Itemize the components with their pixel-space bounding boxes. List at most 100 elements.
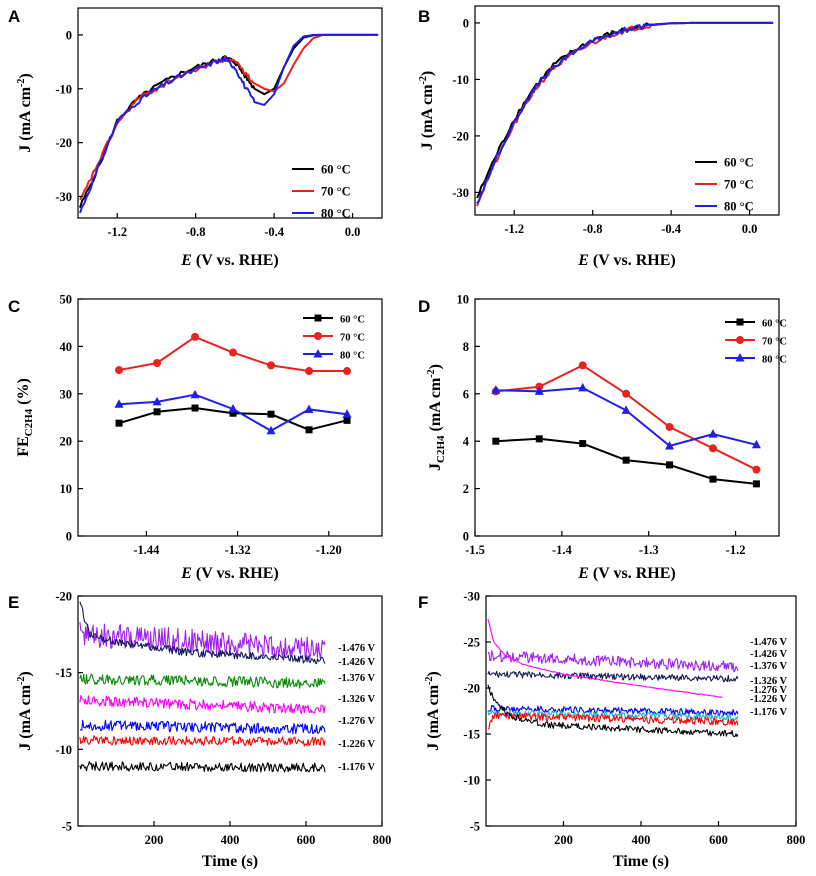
y-axis-label-close: )	[427, 364, 444, 369]
x-tick-label: -1.4	[552, 543, 573, 557]
data-point	[751, 439, 761, 449]
x-axis-label-symbol: E	[180, 565, 192, 582]
plot-frame	[77, 7, 383, 219]
series-line-2	[79, 33, 379, 214]
series-label: -1.376 V	[750, 661, 788, 672]
data-point	[578, 361, 587, 370]
y-axis-label-sup: -2	[16, 79, 27, 87]
y-axis-label-sup: -2	[426, 369, 437, 377]
y-axis-label-sup: -2	[424, 677, 435, 685]
series-line-6	[487, 684, 739, 738]
series-line-4	[79, 719, 326, 735]
y-tick-label: 6	[463, 387, 469, 401]
y-axis-label-unit: (mA cm	[425, 684, 442, 738]
y-tick-label: 10	[60, 482, 73, 496]
y-axis-label-unit: (mA cm	[427, 377, 444, 431]
y-axis-label: JC2H4 (mA cm-2)	[426, 364, 447, 471]
x-axis-label: E (V vs. RHE)	[577, 252, 676, 269]
series-line-0	[487, 650, 739, 673]
series-line-2	[476, 21, 774, 204]
series-line-2	[487, 619, 723, 698]
y-tick-label: -5	[62, 820, 72, 834]
x-tick-label: -1.32	[225, 543, 251, 557]
x-axis-label-unit: (V vs. RHE)	[192, 252, 279, 269]
x-tick-label: 600	[297, 833, 316, 847]
x-tick-label: -0.8	[186, 225, 206, 239]
y-tick-label: 8	[463, 340, 469, 354]
series-line-3	[487, 704, 739, 717]
series-label: -1.226 V	[338, 739, 376, 750]
y-axis-label-main: J	[17, 145, 34, 153]
data-point	[228, 403, 238, 413]
data-point	[115, 419, 123, 427]
x-tick-label: 200	[145, 833, 164, 847]
y-axis-label-unit: (mA cm	[419, 84, 436, 138]
x-axis-label: Time (s)	[613, 853, 669, 870]
x-tick-label: -1.5	[465, 543, 485, 557]
y-tick-label: 0	[66, 530, 72, 544]
series-line-1	[79, 33, 379, 201]
y-tick-label: -20	[55, 136, 72, 150]
series-line-5	[487, 711, 739, 730]
x-axis-label-symbol: E	[577, 252, 589, 269]
data-point	[229, 409, 237, 417]
y-tick-label: 2	[463, 482, 469, 496]
panel-letter: C	[8, 297, 20, 316]
x-tick-label: 600	[709, 833, 728, 847]
y-axis-label: J (mA cm-2)	[418, 71, 436, 150]
x-axis-label: E (V vs. RHE)	[180, 565, 279, 582]
data-point	[267, 361, 276, 370]
series-line-1	[495, 364, 757, 471]
series-label: -1.176 V	[750, 707, 788, 718]
data-point	[752, 465, 761, 474]
series-label: -1.226 V	[750, 694, 788, 705]
x-tick-label: -1.20	[316, 543, 342, 557]
plot-area	[495, 364, 757, 485]
series-line-6	[79, 761, 326, 773]
x-tick-label: -1.2	[107, 225, 127, 239]
y-axis-label: J (mA cm-2)	[16, 73, 34, 152]
plot-area	[487, 619, 739, 738]
legend-label: 70 °C	[724, 178, 754, 192]
data-point	[665, 440, 675, 450]
y-tick-label: 30	[60, 387, 73, 401]
series-label: -1.376 V	[338, 673, 376, 684]
data-point	[152, 396, 162, 406]
data-point	[191, 332, 200, 341]
x-tick-label: -0.8	[583, 222, 603, 236]
y-tick-label: -30	[55, 190, 72, 204]
data-point	[153, 358, 162, 367]
series-label: -1.326 V	[338, 694, 376, 705]
panel-F: F 200 400 600 800 -30 -25 -20 -15 -10 -5 Time (s) J …	[418, 590, 805, 871]
y-axis-label-unit: (mA cm	[17, 684, 34, 738]
data-point	[665, 422, 674, 431]
data-point	[190, 389, 200, 399]
legend-label: 60 °C	[340, 315, 365, 326]
data-point	[622, 456, 630, 464]
legend-label: 80 °C	[321, 207, 351, 221]
y-axis-label-main: J	[419, 142, 436, 150]
x-tick-label: 800	[787, 833, 806, 847]
data-point	[708, 429, 718, 438]
y-tick-label: 0	[66, 28, 72, 42]
x-axis-label: E (V vs. RHE)	[180, 252, 279, 269]
y-tick-label: 50	[60, 293, 73, 307]
data-point	[114, 399, 124, 408]
series-label: -1.276 V	[338, 716, 376, 727]
panel-letter: F	[418, 593, 428, 612]
legend-marker	[314, 314, 322, 322]
x-axis-label-unit: (V vs. RHE)	[192, 565, 279, 582]
data-point	[229, 348, 238, 357]
legend-marker	[736, 318, 744, 326]
data-point	[622, 389, 631, 398]
y-tick-label: -30	[452, 186, 469, 200]
y-tick-label: -20	[55, 590, 72, 604]
x-tick-label: 800	[373, 833, 392, 847]
legend-label: 60 °C	[724, 156, 754, 170]
panel-E: E 200 400 600 800 -20 -15 -10 -5 Time (s) J (mA cm…	[8, 590, 391, 871]
y-tick-label: -20	[452, 129, 469, 143]
y-tick-label: -20	[463, 682, 480, 696]
y-axis-label-unit: (mA cm	[17, 86, 34, 140]
x-tick-label: 400	[632, 833, 651, 847]
